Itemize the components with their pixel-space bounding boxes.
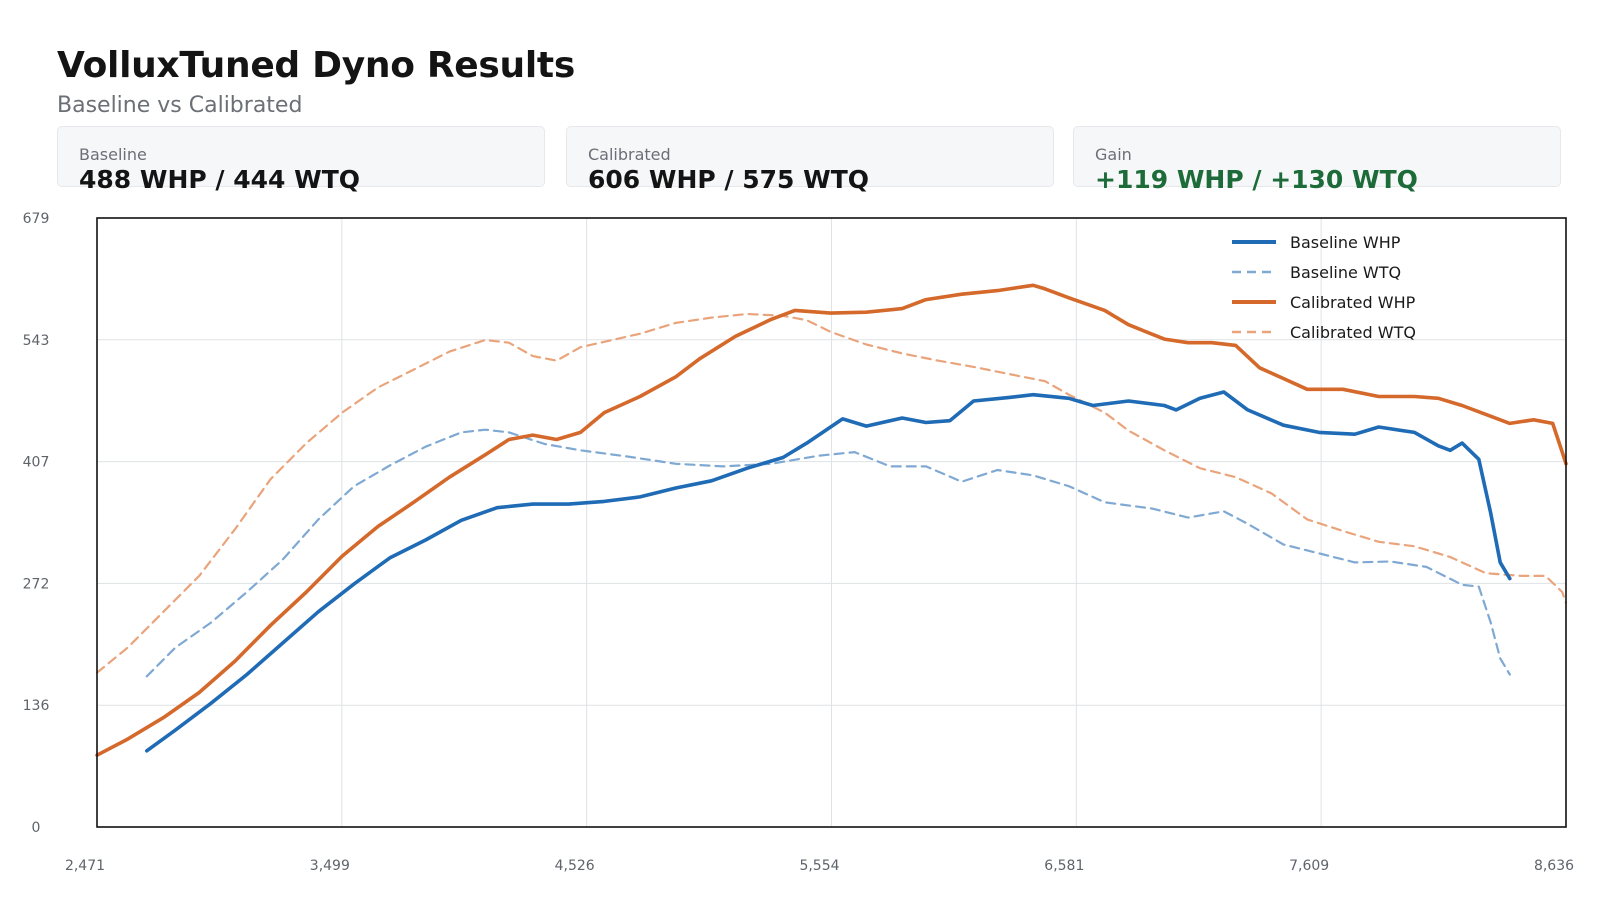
y-tick-label: 136 — [23, 698, 50, 714]
gain-summary-card: Gain +119 WHP / +130 WTQ — [1073, 126, 1561, 194]
calibrated-summary-card: Calibrated 606 WHP / 575 WTQ — [566, 126, 1054, 194]
card-label: Baseline — [79, 145, 147, 164]
legend-label: Baseline WHP — [1290, 233, 1401, 252]
x-tick-label: 2,471 — [65, 858, 105, 874]
y-tick-label: 0 — [32, 820, 41, 836]
x-tick-label: 8,636 — [1534, 858, 1574, 874]
series-line-baseline-whp — [145, 390, 1512, 753]
card-label: Calibrated — [588, 145, 671, 164]
page-title: VolluxTuned Dyno Results — [57, 45, 575, 86]
baseline-summary-card: Baseline 488 WHP / 444 WTQ — [57, 126, 545, 194]
x-tick-label: 4,526 — [555, 858, 595, 874]
series-line-calibrated-wtq — [95, 312, 1568, 674]
series-line-baseline-wtq — [145, 428, 1511, 678]
plot-frame — [96, 217, 1567, 828]
y-tick-label: 407 — [23, 455, 50, 471]
y-tick-label: 543 — [23, 333, 50, 349]
card-value: 488 WHP / 444 WTQ — [79, 165, 361, 194]
x-tick-label: 5,554 — [799, 858, 839, 874]
x-tick-label: 7,609 — [1289, 858, 1329, 874]
legend-label: Calibrated WTQ — [1290, 323, 1416, 342]
series-line-calibrated-whp — [95, 283, 1568, 757]
page-subtitle: Baseline vs Calibrated — [57, 93, 303, 118]
x-tick-label: 3,499 — [310, 858, 350, 874]
x-tick-label: 6,581 — [1044, 858, 1084, 874]
card-value: 606 WHP / 575 WTQ — [588, 165, 870, 194]
legend-label: Baseline WTQ — [1290, 263, 1401, 282]
legend-label: Calibrated WHP — [1290, 293, 1416, 312]
card-label: Gain — [1095, 145, 1132, 164]
y-tick-label: 272 — [23, 576, 50, 592]
y-tick-label: 679 — [23, 211, 50, 227]
card-value: +119 WHP / +130 WTQ — [1095, 165, 1418, 194]
